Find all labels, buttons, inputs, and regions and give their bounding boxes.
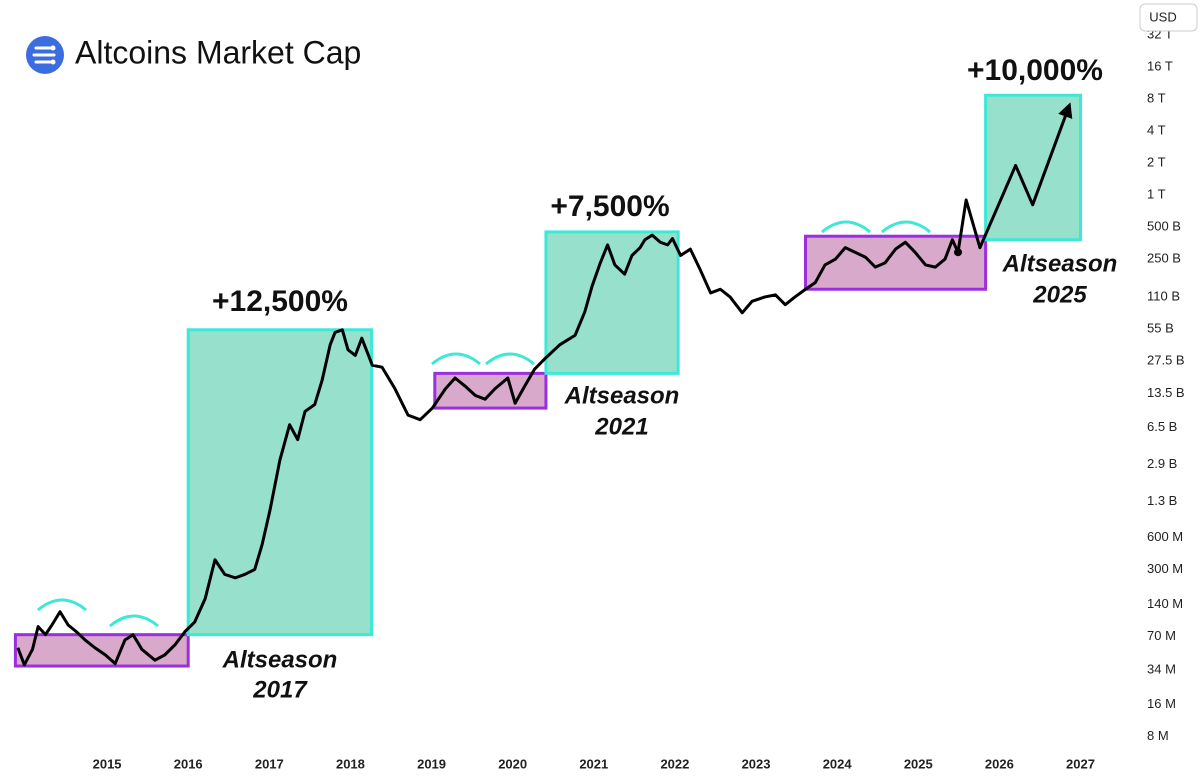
plot — [16, 102, 1073, 667]
y-tick-label: 34 M — [1147, 661, 1176, 676]
season-year: 2025 — [1032, 281, 1087, 308]
line — [956, 102, 1073, 253]
x-tick-label: 2017 — [255, 756, 284, 771]
x-tick-label: 2021 — [579, 756, 608, 771]
y-tick-label: 8 M — [1147, 728, 1169, 743]
gain-label: +12,500% — [212, 285, 348, 318]
chart-title: Altcoins Market Cap — [75, 34, 361, 70]
arc — [431, 352, 481, 366]
season-label: Altseason — [1002, 250, 1118, 277]
season-label: Altseason — [564, 382, 680, 409]
x-tick-label: 2018 — [336, 756, 365, 771]
arc — [485, 352, 535, 366]
x-tick-label: 2020 — [498, 756, 527, 771]
arcs — [37, 220, 931, 628]
y-tick-label: 500 B — [1147, 219, 1181, 234]
y-tick-label: 140 M — [1147, 596, 1183, 611]
range-box — [13, 633, 190, 668]
x-tick-label: 2025 — [904, 756, 933, 771]
y-tick-label: 2 T — [1147, 155, 1166, 170]
currency-label[interactable]: USD — [1149, 9, 1176, 24]
season-label: Altseason — [222, 646, 338, 673]
logo-dot — [50, 59, 56, 65]
y-tick-label: 55 B — [1147, 320, 1174, 335]
regions — [13, 93, 1083, 668]
y-tick-label: 300 M — [1147, 561, 1183, 576]
x-tick-label: 2023 — [742, 756, 771, 771]
season-box — [186, 328, 374, 637]
y-tick-label: 16 T — [1147, 59, 1173, 74]
y-tick-label: 6.5 B — [1147, 419, 1177, 434]
x-tick-label: 2024 — [823, 756, 853, 771]
y-tick-label: 8 T — [1147, 91, 1166, 106]
y-tick-label: 16 M — [1147, 696, 1176, 711]
y-tick-label: 2.9 B — [1147, 456, 1177, 471]
y-tick-label: 600 M — [1147, 529, 1183, 544]
x-tick-label: 2016 — [174, 756, 203, 771]
season-year: 2021 — [594, 413, 648, 440]
logo-lines — [32, 46, 56, 64]
y-tick-label: 1 T — [1147, 187, 1166, 202]
x-tick-label: 2019 — [417, 756, 446, 771]
y-tick-label: 13.5 B — [1147, 385, 1185, 400]
current-point — [954, 248, 963, 257]
gain-label: +7,500% — [550, 190, 669, 223]
y-tick-label: 250 B — [1147, 250, 1181, 265]
y-tick-label: 70 M — [1147, 628, 1176, 643]
x-tick-label: 2027 — [1066, 756, 1095, 771]
arc — [881, 220, 931, 234]
gain-label: +10,000% — [967, 54, 1103, 87]
currency-button[interactable]: USD — [1139, 3, 1198, 32]
x-tick-label: 2022 — [660, 756, 689, 771]
arc — [821, 220, 871, 234]
logo — [26, 36, 64, 74]
logo-dot — [50, 45, 56, 51]
season-year: 2017 — [252, 676, 308, 703]
y-tick-label: 1.3 B — [1147, 493, 1177, 508]
currency-button-bg[interactable] — [1139, 3, 1198, 32]
y-tick-label: 27.5 B — [1147, 352, 1185, 367]
x-tick-label: 2026 — [985, 756, 1014, 771]
x-tick-label: 2015 — [93, 756, 122, 771]
arc — [37, 598, 87, 612]
arc — [109, 614, 159, 628]
y-tick-label: 110 B — [1147, 288, 1180, 303]
y-tick-label: 4 T — [1147, 123, 1166, 138]
line — [16, 233, 960, 667]
